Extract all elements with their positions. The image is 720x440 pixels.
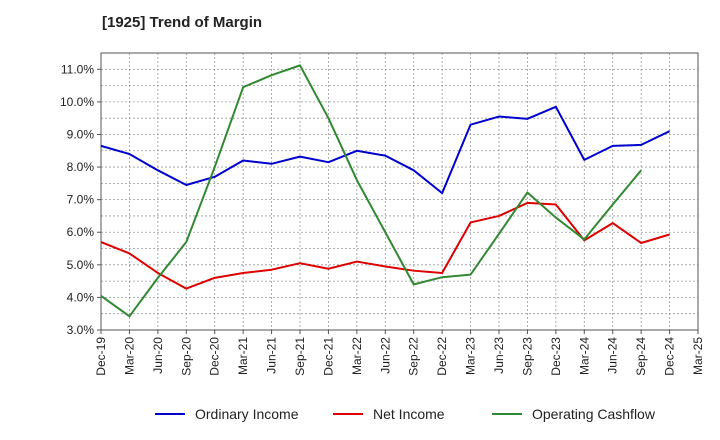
legend-label-net-income: Net Income (373, 406, 445, 422)
y-tick-label: 10.0% (60, 95, 94, 109)
chart-title: [1925] Trend of Margin (102, 14, 263, 31)
x-tick-label: Dec-20 (208, 337, 222, 376)
x-tick-label: Dec-21 (321, 337, 335, 376)
x-tick-label: Sep-21 (293, 337, 307, 376)
series-line-operating-cashflow (100, 64, 642, 318)
gridlines (100, 52, 699, 331)
x-tick-label: Jun-22 (378, 337, 392, 374)
y-axis: 3.0% 4.0% 5.0% 6.0% 7.0% 8.0% 9.0% 10.0% 11.0% (60, 62, 101, 337)
x-tick-label: Sep-23 (520, 337, 534, 376)
legend-label-operating-cashflow: Operating Cashflow (532, 406, 656, 422)
x-tick-label: Jun-24 (606, 337, 620, 374)
x-tick-label: Dec-24 (663, 337, 677, 376)
x-tick-label: Dec-19 (94, 337, 108, 376)
y-tick-label: 7.0% (67, 193, 95, 207)
x-tick-label: Jun-21 (265, 337, 279, 374)
y-tick-label: 8.0% (67, 160, 95, 174)
x-tick-label: Mar-21 (236, 337, 250, 375)
y-tick-label: 11.0% (61, 62, 94, 76)
series-line-ordinary-income (100, 105, 671, 195)
x-tick-label: Dec-23 (549, 337, 563, 376)
y-tick-label: 3.0% (67, 323, 95, 337)
x-tick-label: Mar-23 (464, 337, 478, 375)
y-tick-label: 5.0% (67, 258, 95, 272)
x-tick-label: Sep-24 (634, 337, 648, 376)
x-tick-label: Mar-22 (350, 337, 364, 375)
x-tick-label: Mar-24 (577, 337, 591, 375)
x-tick-label: Jun-20 (151, 337, 165, 374)
x-tick-label: Jun-23 (492, 337, 506, 374)
x-tick-label: Dec-22 (435, 337, 449, 376)
x-tick-label: Mar-25 (691, 337, 705, 375)
series-lines (100, 64, 671, 318)
y-tick-label: 9.0% (67, 127, 95, 141)
legend-label-ordinary-income: Ordinary Income (195, 406, 299, 422)
y-tick-label: 6.0% (67, 225, 95, 239)
x-axis: Dec-19 Mar-20 Jun-20 Sep-20 Dec-20 Mar-21 Jun-… (94, 330, 705, 376)
x-tick-label: Sep-22 (407, 337, 421, 376)
y-tick-label: 4.0% (67, 290, 95, 304)
plot-frame (100, 52, 699, 331)
series-line-net-income (100, 201, 670, 290)
legend: Ordinary Income Net Income Operating Cashf… (155, 406, 656, 422)
x-tick-label: Mar-20 (122, 337, 136, 375)
x-tick-label: Sep-20 (179, 337, 193, 376)
